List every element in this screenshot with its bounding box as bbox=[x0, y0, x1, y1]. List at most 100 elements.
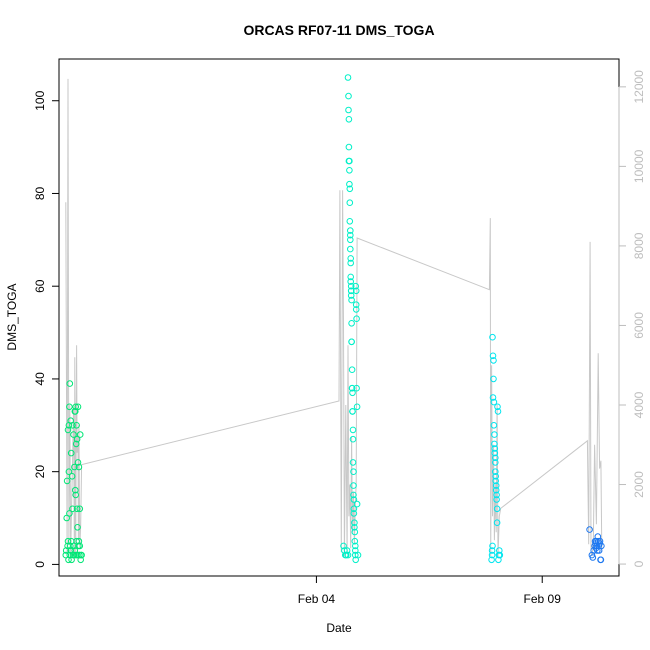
data-point bbox=[345, 92, 352, 100]
data-point bbox=[68, 473, 76, 480]
data-point bbox=[348, 296, 355, 304]
data-point bbox=[66, 380, 74, 387]
chart-title: ORCAS RF07-11 DMS_TOGA bbox=[243, 22, 434, 38]
data-point bbox=[64, 426, 72, 434]
data-point bbox=[350, 496, 358, 503]
data-points-layer bbox=[62, 74, 605, 564]
data-point bbox=[349, 408, 356, 415]
data-point bbox=[493, 496, 500, 503]
data-point bbox=[342, 551, 350, 559]
data-point bbox=[65, 468, 73, 476]
data-point bbox=[351, 524, 358, 531]
data-point bbox=[350, 482, 357, 489]
y-tick-label: 100 bbox=[33, 90, 47, 110]
data-point bbox=[352, 287, 360, 295]
data-point bbox=[490, 398, 498, 406]
data-point bbox=[348, 320, 355, 327]
data-point bbox=[489, 352, 497, 360]
data-point bbox=[344, 551, 352, 559]
data-point bbox=[63, 477, 71, 485]
data-point bbox=[349, 435, 357, 443]
data-point bbox=[347, 231, 354, 239]
data-point bbox=[586, 526, 593, 533]
data-point bbox=[71, 463, 78, 471]
data-point bbox=[490, 357, 497, 364]
data-point bbox=[70, 431, 77, 438]
data-point bbox=[71, 551, 78, 559]
data-point bbox=[597, 556, 605, 564]
data-point bbox=[494, 408, 502, 415]
data-point bbox=[351, 519, 358, 527]
data-point bbox=[75, 463, 83, 471]
data-point bbox=[352, 542, 359, 550]
data-point bbox=[495, 556, 502, 564]
data-point bbox=[347, 259, 355, 267]
data-point bbox=[73, 435, 81, 443]
data-point bbox=[491, 431, 498, 438]
data-point bbox=[347, 255, 355, 262]
data-point bbox=[352, 306, 360, 313]
x-tick-label: Feb 04 bbox=[298, 592, 336, 606]
data-point bbox=[496, 547, 503, 554]
data-point bbox=[347, 287, 355, 295]
data-point bbox=[353, 403, 361, 411]
data-point bbox=[76, 505, 84, 513]
y2-tick-label: 12000 bbox=[632, 70, 646, 104]
data-point bbox=[352, 551, 359, 559]
data-point bbox=[74, 551, 81, 559]
data-point bbox=[350, 468, 357, 476]
data-point bbox=[346, 180, 353, 188]
y2-tick-label: 8000 bbox=[632, 232, 646, 259]
data-point bbox=[492, 473, 500, 480]
data-point bbox=[344, 74, 352, 81]
secondary-series-line bbox=[65, 78, 603, 557]
data-point bbox=[73, 505, 81, 513]
data-point bbox=[72, 403, 79, 411]
y-tick-label: 0 bbox=[33, 561, 47, 568]
data-point bbox=[348, 338, 355, 346]
data-point bbox=[345, 116, 353, 123]
data-point bbox=[493, 519, 501, 527]
data-point bbox=[491, 445, 499, 452]
data-point bbox=[76, 431, 84, 438]
data-point bbox=[492, 486, 500, 494]
y2-tick-label: 0 bbox=[632, 560, 646, 567]
data-point bbox=[493, 491, 500, 499]
data-point bbox=[346, 199, 354, 206]
data-point bbox=[348, 366, 356, 374]
data-point bbox=[488, 551, 496, 559]
y-axis: 0 20 40 60 80 100 bbox=[33, 90, 60, 568]
data-point bbox=[354, 551, 362, 559]
data-point bbox=[340, 542, 347, 550]
data-point bbox=[66, 510, 73, 517]
x-tick-label: Feb 09 bbox=[524, 592, 562, 606]
y-tick-label: 80 bbox=[33, 186, 47, 200]
data-point bbox=[62, 547, 70, 554]
data-point bbox=[350, 491, 357, 499]
data-point bbox=[349, 459, 357, 466]
data-point bbox=[492, 468, 499, 476]
y-tick-label: 40 bbox=[33, 372, 47, 386]
data-point bbox=[346, 185, 354, 193]
data-point bbox=[347, 278, 355, 285]
data-point bbox=[488, 547, 496, 554]
data-point bbox=[72, 486, 79, 494]
data-point bbox=[78, 551, 85, 559]
data-point bbox=[491, 449, 499, 457]
y-tick-label: 20 bbox=[33, 465, 47, 479]
data-point bbox=[64, 542, 71, 550]
data-point bbox=[352, 282, 360, 290]
data-point bbox=[353, 500, 361, 508]
data-point bbox=[77, 556, 84, 564]
data-point bbox=[350, 510, 358, 517]
data-point bbox=[598, 542, 605, 550]
data-point bbox=[351, 528, 359, 536]
data-point bbox=[493, 505, 501, 513]
data-point bbox=[492, 477, 500, 485]
data-point bbox=[73, 422, 80, 429]
data-point bbox=[347, 245, 354, 253]
data-point bbox=[349, 389, 356, 397]
data-point bbox=[67, 542, 74, 550]
data-point bbox=[596, 537, 604, 545]
